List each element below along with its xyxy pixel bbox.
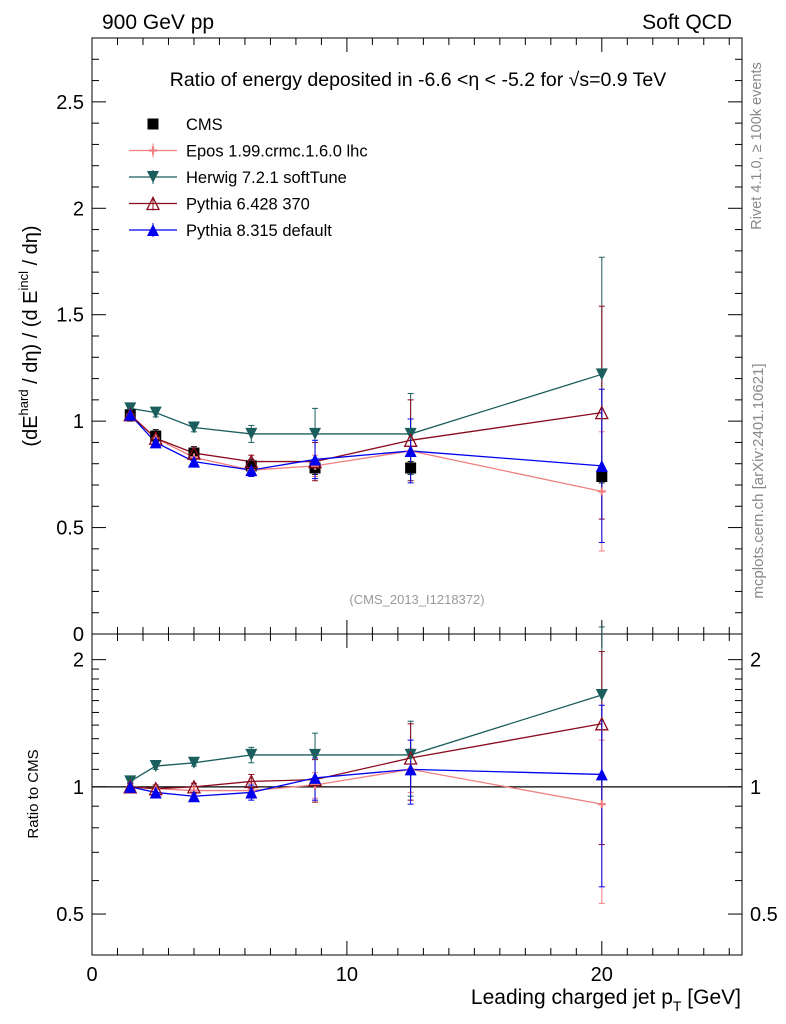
main-point-herwig (245, 427, 258, 440)
ylabel-sup-2: incl (16, 271, 31, 291)
ratio-point-pythia6 (594, 716, 609, 731)
ratio-ytick-label-left: 2 (73, 650, 84, 672)
ratio-point-pythia8 (245, 786, 258, 799)
header-right: Soft QCD (642, 11, 732, 34)
main-point-pythia8 (595, 459, 608, 472)
main-point-herwig (595, 368, 608, 381)
xlabel-unit: [GeV] (681, 986, 741, 1009)
legend-marker-epos (149, 146, 157, 155)
legend-marker-herwig (147, 171, 159, 183)
main-ytick-label: 2.5 (56, 92, 84, 114)
ratio-line-pythia8 (130, 768, 602, 797)
legend: CMS Epos 1.99.crmc.1.6.0 lhc Herwig 7.2.1 … (129, 116, 368, 240)
main-point-herwig (187, 421, 200, 434)
legend-label-herwig: Herwig 7.2.1 softTune (186, 169, 347, 187)
main-ytick-label: 1.5 (56, 305, 84, 327)
main-title: Ratio of energy deposited in -6.6 <η < -… (170, 69, 667, 91)
legend-label-pythia6: Pythia 6.428 370 (186, 196, 310, 214)
ratio-point-herwig (187, 756, 200, 769)
rivet-label: Rivet 4.1.0, ≥ 100k events (749, 62, 765, 230)
legend-label-cms: CMS (186, 116, 223, 134)
legend-label-pythia8: Pythia 8.315 default (186, 222, 332, 240)
xtick-label: 0 (86, 964, 97, 986)
mcplots-label: mcplots.cern.ch [arXiv:2401.10621] (750, 363, 767, 598)
header-left: 900 GeV pp (102, 11, 214, 34)
main-line-epos (129, 414, 602, 493)
main-point-pythia8 (124, 408, 137, 421)
xtick-label: 20 (591, 964, 613, 986)
main-point-pythia8 (149, 436, 162, 449)
ratio-line-pythia6 (130, 723, 602, 790)
main-point-pythia8 (245, 464, 258, 477)
ratio-point-pythia8 (309, 771, 322, 784)
ratio-point-pythia8 (124, 780, 137, 793)
ratio-point-pythia8 (187, 790, 200, 803)
ratio-point-herwig (149, 760, 162, 773)
legend-label-epos: Epos 1.99.crmc.1.6.0 lhc (186, 143, 368, 161)
ratio-point-pythia8 (404, 763, 417, 776)
ratio-point-pythia8 (595, 768, 608, 781)
ratio-point-pythia8 (149, 786, 162, 799)
ratio-point-herwig (595, 688, 608, 701)
data-markers (123, 368, 609, 809)
main-point-cms (405, 462, 417, 474)
ratio-point-herwig (309, 748, 322, 761)
analysis-watermark: (CMS_2013_I1218372) (349, 592, 484, 607)
error-bars (127, 256, 605, 904)
ylabel-sup-1: hard (16, 389, 31, 415)
main-ytick-label: 0 (73, 624, 84, 646)
main-ytick-label: 0.5 (56, 518, 84, 540)
ratio-point-herwig (245, 748, 258, 761)
ylabel-part-1: (dE (20, 415, 42, 446)
main-point-cms (188, 447, 200, 459)
legend-marker-pythia8 (147, 224, 159, 236)
ratio-panel-frame (91, 633, 743, 956)
xlabel-sub: T (673, 998, 682, 1014)
main-point-pythia6 (594, 405, 609, 420)
main-point-cms (596, 470, 608, 482)
series-lines (129, 373, 602, 805)
legend-marker-pythia6 (145, 196, 161, 211)
main-point-herwig (309, 427, 322, 440)
xlabel: Leading charged jet pT [GeV] (471, 986, 741, 1014)
main-point-pythia8 (309, 453, 322, 466)
axis-ticks: 0 0.5 1 1.5 2 2.5 0 10 20 0.5 0.5 1 1 2 2 (56, 38, 778, 986)
main-point-herwig (149, 406, 162, 419)
main-point-pythia8 (404, 444, 417, 457)
xlabel-main: Leading charged jet p (471, 986, 673, 1009)
main-ylabel: (dEhard / dη) / (d Eincl / dη) (16, 225, 42, 446)
main-point-pythia8 (187, 455, 200, 468)
xtick-label: 10 (336, 964, 358, 986)
main-ytick-label: 1 (73, 411, 84, 433)
ratio-point-herwig (404, 748, 417, 761)
ratio-ytick-label-right: 2 (750, 650, 761, 672)
main-line-herwig (130, 373, 602, 435)
main-ytick-label: 2 (73, 198, 84, 220)
ratio-ytick-label-left: 0.5 (56, 904, 84, 926)
main-line-pythia6 (129, 411, 602, 463)
legend-marker-cms (147, 118, 159, 130)
ratio-ylabel: Ratio to CMS (25, 749, 42, 838)
ylabel-part-2: / dη) / (d E (20, 291, 42, 390)
ratio-ytick-label-left: 1 (73, 777, 84, 799)
ylabel-part-3: / dη) (20, 225, 42, 271)
ratio-point-epos (597, 800, 606, 809)
ratio-ytick-label-right: 1 (750, 777, 761, 799)
ratio-ytick-label-right: 0.5 (750, 904, 778, 926)
main-point-epos (597, 487, 606, 496)
